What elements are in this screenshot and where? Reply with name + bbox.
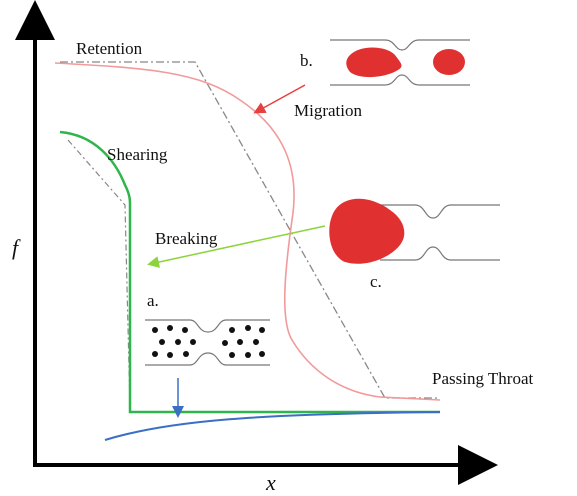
pore-a: [145, 320, 270, 365]
passing-curve: [105, 412, 440, 440]
pore-c: [329, 199, 500, 264]
label: Shearing: [107, 145, 168, 164]
shearing-curve: [60, 132, 440, 412]
label: Breaking: [155, 229, 218, 248]
y-axis-label: f: [12, 235, 21, 260]
label: b.: [300, 51, 313, 70]
label: c.: [370, 272, 382, 291]
axes: [33, 8, 490, 465]
label: Retention: [76, 39, 143, 58]
label: Passing Throat: [432, 369, 533, 388]
label: a.: [147, 291, 159, 310]
diagram: Retention b. Migration Shearing Breaking…: [0, 0, 577, 496]
pore-b: [330, 40, 470, 85]
label: Migration: [294, 101, 362, 120]
x-axis-label: x: [265, 470, 276, 495]
shearing-dashed: [68, 140, 130, 408]
